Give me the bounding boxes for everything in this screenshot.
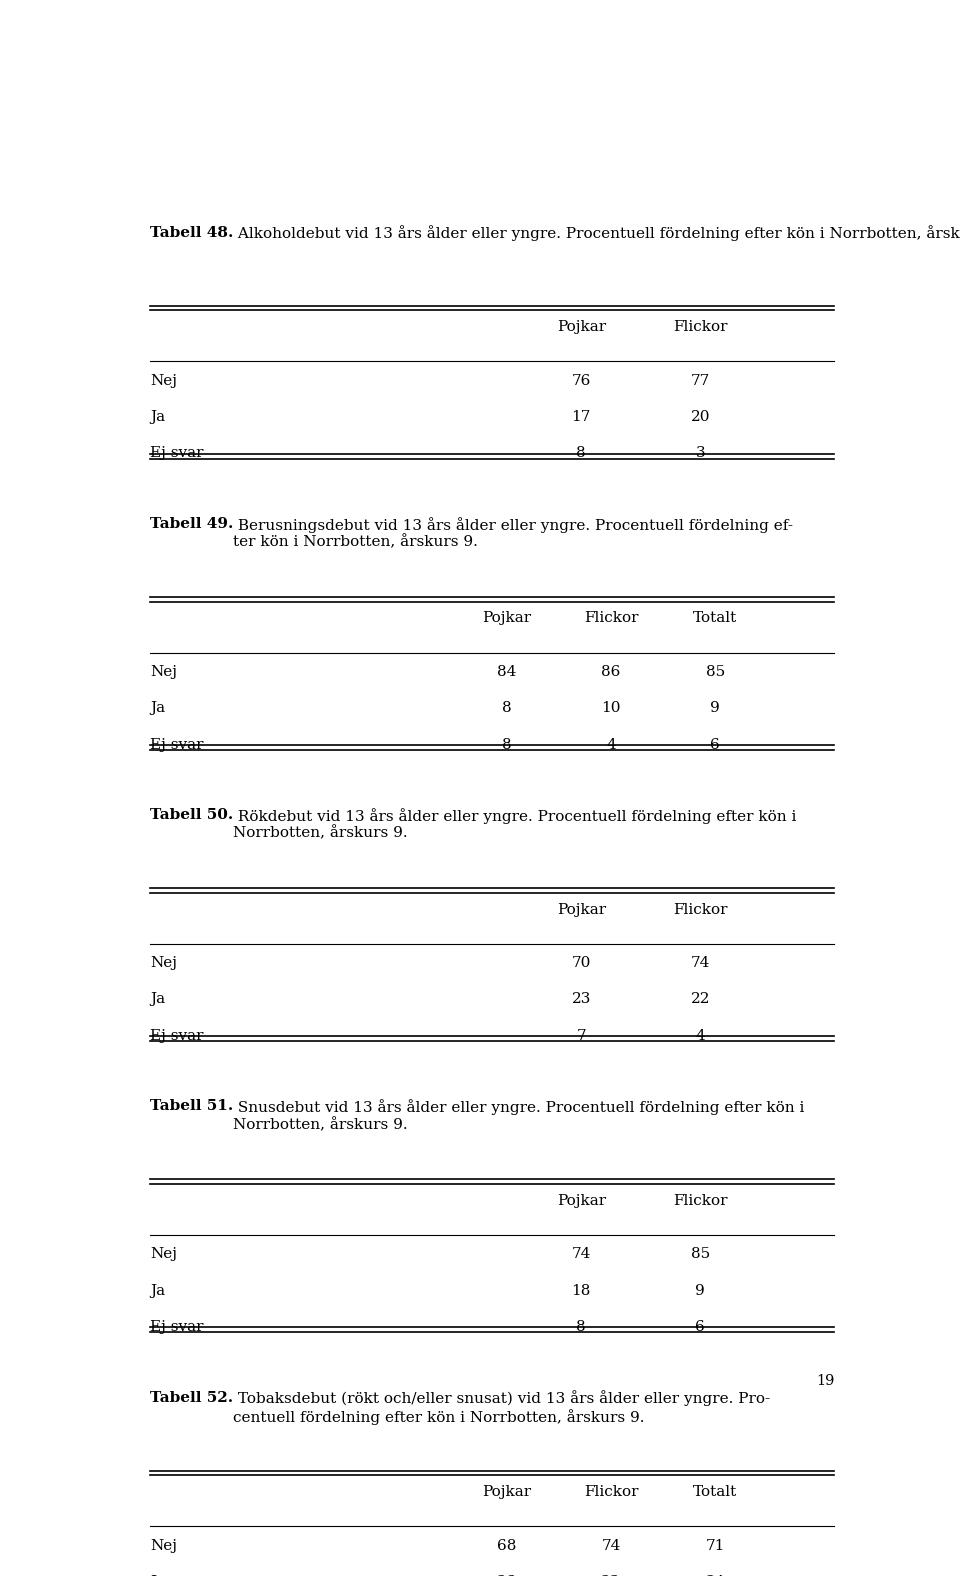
Text: 6: 6: [695, 1321, 706, 1335]
Text: 10: 10: [601, 701, 621, 716]
Text: Ja: Ja: [150, 410, 165, 424]
Text: Tabell 50.: Tabell 50.: [150, 808, 233, 823]
Text: 70: 70: [571, 957, 591, 971]
Text: Tobaksdebut (rökt och/eller snusat) vid 13 års ålder eller yngre. Pro-
centuell : Tobaksdebut (rökt och/eller snusat) vid …: [233, 1390, 770, 1425]
Text: 20: 20: [690, 410, 710, 424]
Text: 84: 84: [497, 665, 516, 679]
Text: 74: 74: [690, 957, 710, 971]
Text: 22: 22: [690, 993, 710, 1007]
Text: Nej: Nej: [150, 957, 177, 971]
Text: Ja: Ja: [150, 993, 165, 1007]
Text: 71: 71: [706, 1538, 725, 1552]
Text: Snusdebut vid 13 års ålder eller yngre. Procentuell fördelning efter kön i
Norrb: Snusdebut vid 13 års ålder eller yngre. …: [233, 1100, 804, 1132]
Text: 17: 17: [571, 410, 591, 424]
Text: Tabell 52.: Tabell 52.: [150, 1390, 233, 1404]
Text: Tabell 49.: Tabell 49.: [150, 517, 233, 531]
Text: Pojkar: Pojkar: [482, 611, 532, 626]
Text: 68: 68: [497, 1538, 516, 1552]
Text: Alkoholdebut vid 13 års ålder eller yngre. Procentuell fördelning efter kön i No: Alkoholdebut vid 13 års ålder eller yngr…: [233, 225, 960, 241]
Text: Flickor: Flickor: [673, 320, 728, 334]
Text: Flickor: Flickor: [673, 903, 728, 917]
Text: 76: 76: [571, 374, 591, 388]
Text: 74: 74: [571, 1247, 591, 1261]
Text: 18: 18: [571, 1284, 591, 1297]
Text: 9: 9: [695, 1284, 706, 1297]
Text: Nej: Nej: [150, 374, 177, 388]
Text: Nej: Nej: [150, 1538, 177, 1552]
Text: 8: 8: [576, 446, 587, 460]
Text: 19: 19: [816, 1374, 834, 1388]
Text: Flickor: Flickor: [584, 611, 638, 626]
Text: Berusningsdebut vid 13 års ålder eller yngre. Procentuell fördelning ef-
ter kön: Berusningsdebut vid 13 års ålder eller y…: [233, 517, 793, 550]
Text: Ja: Ja: [150, 701, 165, 716]
Text: Totalt: Totalt: [693, 1485, 737, 1499]
Text: 4: 4: [695, 1029, 706, 1043]
Text: 3: 3: [695, 446, 706, 460]
Text: Ej svar: Ej svar: [150, 738, 204, 752]
Text: Totalt: Totalt: [693, 611, 737, 626]
Text: 8: 8: [576, 1321, 587, 1335]
Text: 8: 8: [502, 738, 512, 752]
Text: Ej svar: Ej svar: [150, 1321, 204, 1335]
Text: Ja: Ja: [150, 1284, 165, 1297]
Text: 77: 77: [690, 374, 710, 388]
Text: Pojkar: Pojkar: [482, 1485, 532, 1499]
Text: Flickor: Flickor: [673, 1195, 728, 1207]
Text: Tabell 51.: Tabell 51.: [150, 1100, 233, 1113]
Text: Ej svar: Ej svar: [150, 446, 204, 460]
Text: 85: 85: [690, 1247, 710, 1261]
Text: Nej: Nej: [150, 665, 177, 679]
Text: 23: 23: [571, 993, 591, 1007]
Text: 8: 8: [502, 701, 512, 716]
Text: 86: 86: [601, 665, 621, 679]
Text: 9: 9: [710, 701, 720, 716]
Text: Tabell 48.: Tabell 48.: [150, 225, 233, 240]
Text: Pojkar: Pojkar: [557, 903, 606, 917]
Text: 85: 85: [706, 665, 725, 679]
Text: 7: 7: [576, 1029, 587, 1043]
Text: Pojkar: Pojkar: [557, 320, 606, 334]
Text: Ej svar: Ej svar: [150, 1029, 204, 1043]
Text: 74: 74: [601, 1538, 621, 1552]
Text: Flickor: Flickor: [584, 1485, 638, 1499]
Text: Rökdebut vid 13 års ålder eller yngre. Procentuell fördelning efter kön i
Norrbo: Rökdebut vid 13 års ålder eller yngre. P…: [233, 808, 797, 840]
Text: 6: 6: [710, 738, 720, 752]
Text: Nej: Nej: [150, 1247, 177, 1261]
Text: 4: 4: [606, 738, 616, 752]
Text: Pojkar: Pojkar: [557, 1195, 606, 1207]
